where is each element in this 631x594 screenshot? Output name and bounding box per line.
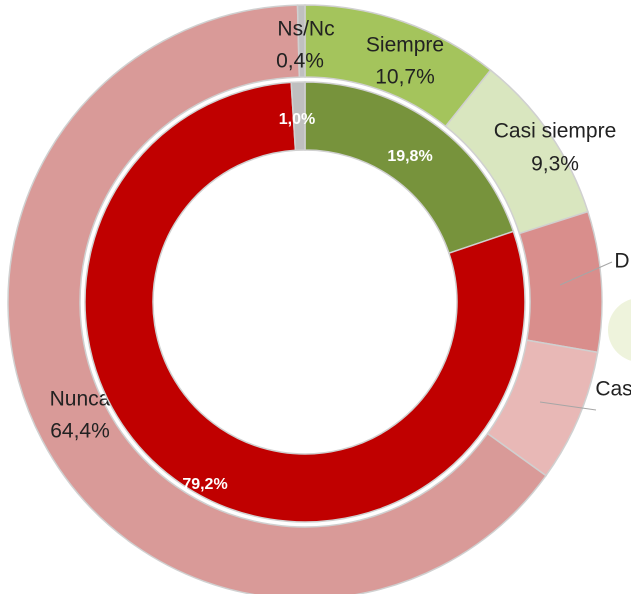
value-label: 79,2% bbox=[182, 476, 227, 493]
slice-label: Siempre bbox=[366, 34, 444, 57]
slice-label: Casi siempre bbox=[494, 120, 617, 143]
value-label: 19,8% bbox=[387, 148, 432, 165]
slice-label: Cas bbox=[595, 378, 631, 401]
slice bbox=[518, 210, 603, 354]
slice bbox=[84, 81, 526, 523]
slice bbox=[290, 81, 306, 152]
value-label: 1,0% bbox=[279, 111, 315, 128]
value-label: 9,3% bbox=[531, 153, 579, 176]
leader-line bbox=[559, 261, 613, 286]
slice-label: Ns/Nc bbox=[277, 18, 334, 41]
slice-label: Nunca bbox=[50, 388, 111, 411]
decoration bbox=[608, 299, 631, 361]
slice bbox=[296, 4, 306, 78]
slice-label: D bbox=[614, 250, 629, 273]
value-label: 0,4% bbox=[276, 50, 324, 73]
leader-line bbox=[539, 401, 597, 411]
value-label: 64,4% bbox=[50, 420, 110, 443]
value-label: 10,7% bbox=[375, 66, 435, 89]
slice bbox=[7, 4, 547, 594]
